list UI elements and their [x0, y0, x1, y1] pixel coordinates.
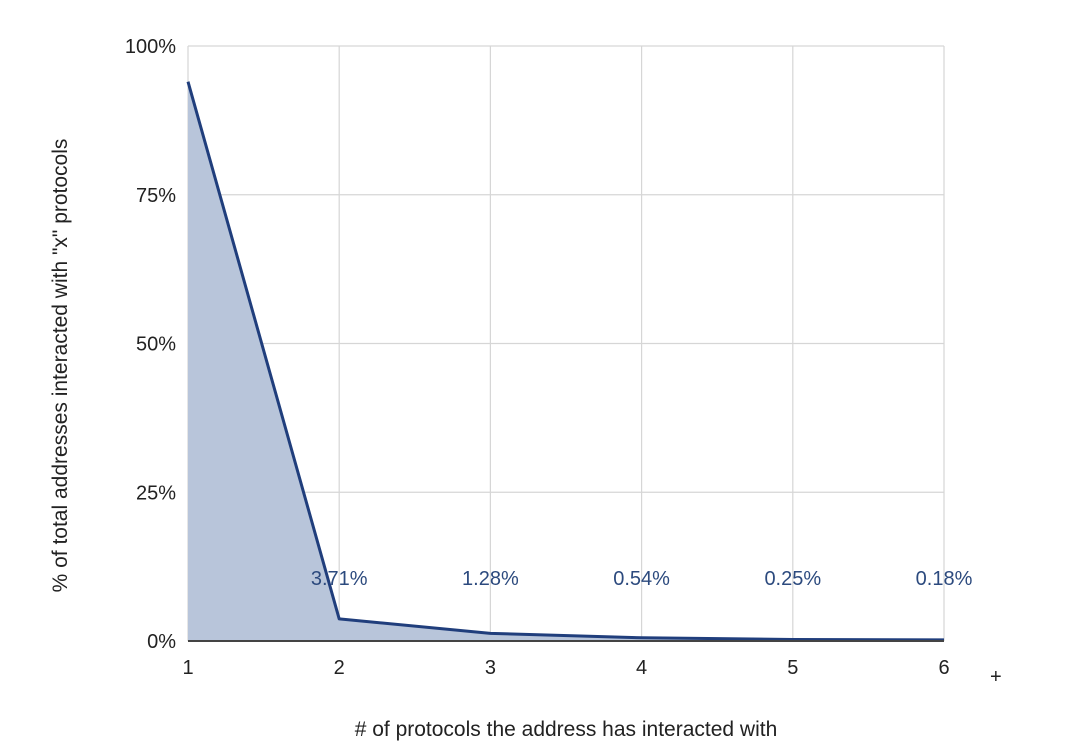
area-fill — [188, 81, 944, 641]
y-tick-label: 25% — [136, 482, 176, 504]
x-tick-label: 1 — [182, 657, 193, 679]
x-tick-label: 2 — [334, 657, 345, 679]
data-label: 3.71% — [311, 568, 368, 590]
x-tick-labels: 1 2 3 4 5 6 — [182, 657, 949, 679]
y-tick-label: 50% — [136, 334, 176, 356]
y-tick-labels: 0% 25% 50% 75% 100% — [125, 36, 176, 653]
y-tick-label: 0% — [147, 631, 176, 653]
x-tick-last-suffix: + — [990, 666, 1002, 688]
data-label: 0.18% — [916, 568, 973, 590]
y-tick-label: 75% — [136, 185, 176, 207]
x-tick-label: 5 — [787, 657, 798, 679]
series-line — [186, 81, 945, 642]
x-tick-label: 6 — [938, 657, 949, 679]
data-labels: 3.71% 1.28% 0.54% 0.25% 0.18% — [311, 568, 973, 590]
y-axis-title: % of total addresses interacted with "x"… — [49, 139, 72, 593]
data-label: 0.54% — [613, 568, 670, 590]
x-tick-label: 4 — [636, 657, 647, 679]
x-tick-label: 3 — [485, 657, 496, 679]
data-label: 0.25% — [764, 568, 821, 590]
y-tick-label: 100% — [125, 36, 176, 58]
x-axis-title: # of protocols the address has interacte… — [355, 718, 778, 741]
data-label: 1.28% — [462, 568, 519, 590]
